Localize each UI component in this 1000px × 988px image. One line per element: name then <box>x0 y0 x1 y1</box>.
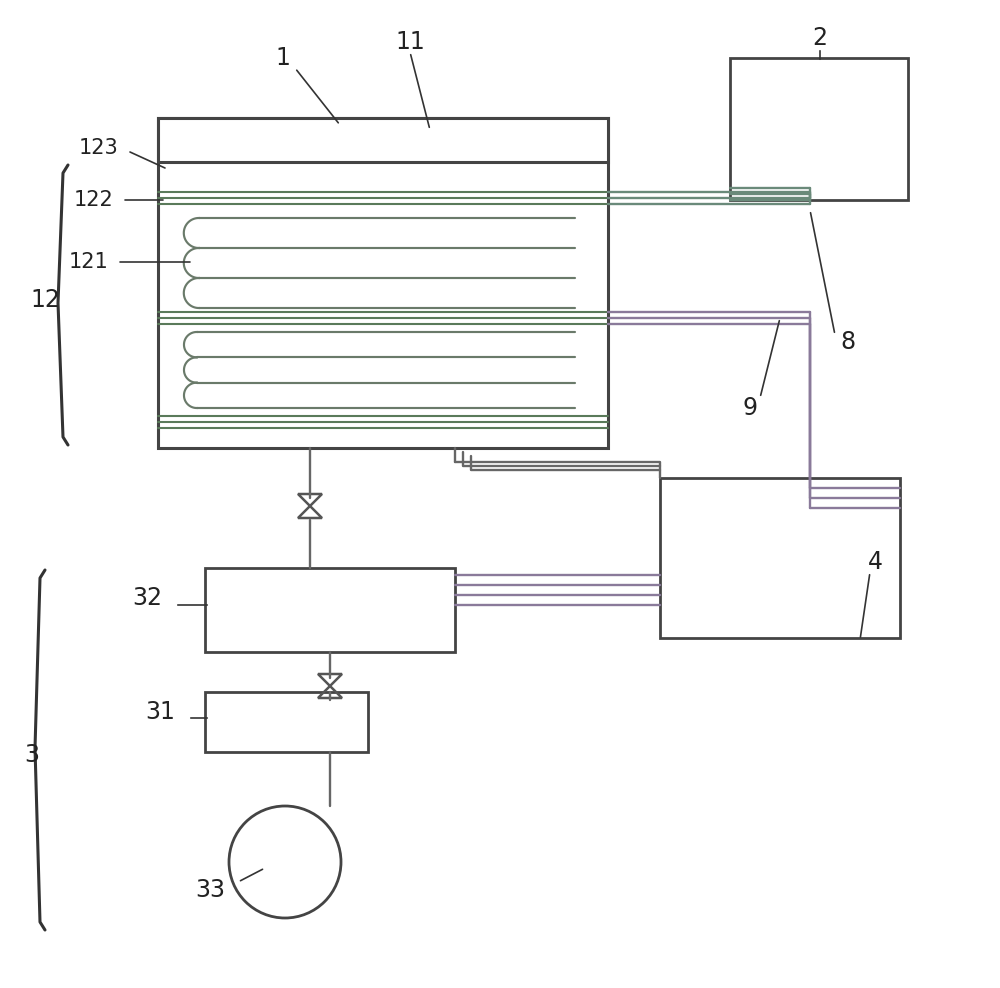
Text: 2: 2 <box>812 26 828 50</box>
Text: 32: 32 <box>132 586 162 610</box>
Text: 31: 31 <box>145 700 175 724</box>
Bar <box>158 118 608 162</box>
Bar <box>205 692 368 752</box>
Text: 123: 123 <box>78 138 118 158</box>
Text: 9: 9 <box>742 396 758 420</box>
Bar <box>730 58 908 200</box>
Bar <box>158 118 608 448</box>
Text: 12: 12 <box>30 288 60 312</box>
Circle shape <box>229 806 341 918</box>
Text: 8: 8 <box>840 330 856 354</box>
Text: 122: 122 <box>73 190 113 210</box>
Bar <box>660 478 900 638</box>
Text: 1: 1 <box>276 46 290 70</box>
Text: 4: 4 <box>868 550 883 574</box>
Bar <box>205 568 455 652</box>
Text: 121: 121 <box>68 252 108 272</box>
Text: 11: 11 <box>395 30 425 54</box>
Text: 33: 33 <box>195 878 225 902</box>
Bar <box>158 118 608 162</box>
Text: 3: 3 <box>24 743 40 767</box>
